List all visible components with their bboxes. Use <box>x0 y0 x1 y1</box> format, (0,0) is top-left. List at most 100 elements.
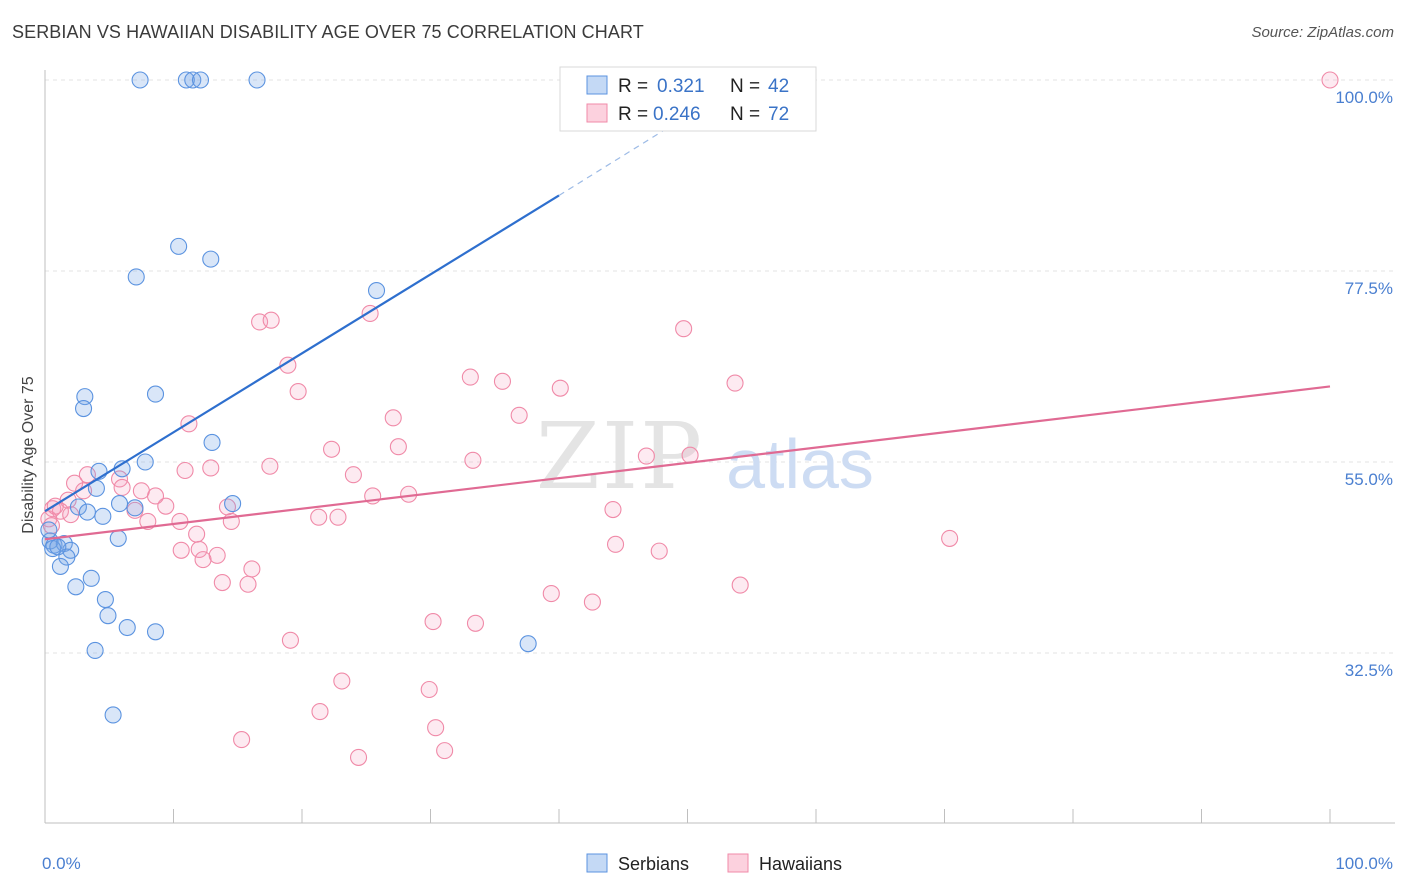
legend-n-value-hawaiians: 72 <box>768 104 789 125</box>
source-label: Source: ZipAtlas.com <box>1251 24 1394 41</box>
hawaiian-point-11 <box>384 409 402 427</box>
serbian-point-33 <box>96 590 114 609</box>
y-tick-label-0: 32.5% <box>1345 661 1393 680</box>
hawaiian-point-14 <box>323 440 341 458</box>
serbian-point-19 <box>126 499 144 517</box>
hawaiian-point-65 <box>436 742 454 760</box>
legend-r-value-serbians: 0.321 <box>657 76 705 97</box>
axes <box>44 70 1395 824</box>
hawaiian-point-30 <box>75 482 93 500</box>
hawaiian-point-34 <box>157 497 175 515</box>
serbian-point-39 <box>104 706 122 724</box>
serbian-point-11 <box>146 385 165 403</box>
watermark-zip: ZIP <box>536 403 704 510</box>
watermark-atlas: atlas <box>726 425 874 503</box>
hawaiian-point-53 <box>239 575 257 593</box>
legend: R = 0.321 N = 42 R = 0.246 N = 72 <box>559 66 817 132</box>
serbian-point-35 <box>118 618 136 637</box>
hawaiian-point-6 <box>461 368 479 386</box>
hawaiian-point-51 <box>243 560 261 578</box>
hawaiian-point-39 <box>171 512 189 530</box>
hawaiian-point-63 <box>233 731 251 749</box>
hawaiian-point-3 <box>262 311 280 329</box>
serbian-point-0 <box>131 71 149 89</box>
y-tick-label-2: 77.5% <box>1345 279 1393 298</box>
chart-title: SERBIAN VS HAWAIIAN DISABILITY AGE OVER … <box>12 22 644 42</box>
serbian-point-34 <box>99 607 117 625</box>
legend-swatch-serbians <box>586 75 608 95</box>
serbian-point-21 <box>78 503 96 521</box>
serbian-point-12 <box>203 433 221 452</box>
hawaiian-point-8 <box>551 379 569 397</box>
serbian-point-8 <box>367 281 386 300</box>
x-tick-label-1: 100.0% <box>1335 854 1393 873</box>
hawaiian-point-46 <box>650 542 668 560</box>
serbian-point-37 <box>86 641 104 660</box>
hawaiian-point-61 <box>311 703 329 721</box>
serbians-points <box>40 71 537 724</box>
legend-swatch-hawaiians <box>586 103 608 123</box>
serbian-point-30 <box>51 557 69 575</box>
serbian-point-31 <box>82 569 100 587</box>
hawaiian-point-16 <box>464 451 482 469</box>
hawaiian-point-21 <box>261 457 279 475</box>
serbian-point-20 <box>224 495 242 513</box>
hawaiian-point-43 <box>139 512 157 530</box>
serbian-point-29 <box>109 529 127 547</box>
hawaiian-point-10 <box>289 382 307 401</box>
hawaiian-point-52 <box>213 573 231 592</box>
hawaiian-point-41 <box>329 508 347 526</box>
hawaiian-point-20 <box>202 459 220 477</box>
hawaiian-point-9 <box>726 374 744 392</box>
hawaiian-point-66 <box>146 487 165 505</box>
hawaiian-point-55 <box>583 593 601 611</box>
hawaiian-point-58 <box>281 631 299 649</box>
hawaiian-point-26 <box>113 478 131 497</box>
serbian-point-3 <box>191 71 210 89</box>
bottom-legend: Serbians Hawaiians <box>586 853 842 874</box>
hawaiian-point-64 <box>349 748 368 766</box>
serbian-point-22 <box>94 507 112 525</box>
y-axis-title: Disability Age Over 75 <box>20 376 37 534</box>
hawaiian-point-54 <box>542 585 560 603</box>
bottom-legend-swatch-serbians <box>586 853 608 873</box>
tick-labels: 32.5% 55.0% 77.5% 100.0% 0.0% 100.0% <box>42 88 1393 873</box>
serbian-point-13 <box>136 453 154 471</box>
hawaiian-point-56 <box>731 576 749 594</box>
hawaiian-point-62 <box>427 719 445 737</box>
hawaiian-point-50 <box>194 551 212 569</box>
legend-n-label-serbians: N = <box>730 76 760 97</box>
serbian-point-7 <box>127 268 145 286</box>
hawaiian-point-24 <box>344 466 362 484</box>
hawaiian-point-60 <box>420 680 438 699</box>
hawaiian-point-17 <box>637 447 655 465</box>
serbian-point-32 <box>67 578 85 596</box>
legend-r-label-hawaiians: R = <box>618 104 648 125</box>
serbian-point-36 <box>146 623 165 641</box>
bottom-legend-swatch-hawaiians <box>727 853 749 873</box>
x-tick-label-0: 0.0% <box>42 854 81 873</box>
hawaiian-point-69 <box>466 614 485 632</box>
serbian-point-17 <box>69 498 87 516</box>
y-tick-label-3: 100.0% <box>1335 88 1393 107</box>
hawaiian-point-45 <box>606 535 625 553</box>
serbian-point-1 <box>177 71 195 89</box>
serbian-point-10 <box>75 399 93 418</box>
hawaiian-point-37 <box>604 500 622 519</box>
legend-r-label-serbians: R = <box>618 76 648 97</box>
legend-n-label-hawaiians: N = <box>730 104 760 125</box>
hawaiian-point-47 <box>172 541 190 559</box>
serbian-point-40 <box>40 521 58 539</box>
hawaiian-point-19 <box>176 461 194 480</box>
y-tick-label-1: 55.0% <box>1345 470 1393 489</box>
hawaiian-point-15 <box>389 438 407 456</box>
hawaiian-point-57 <box>424 613 442 631</box>
hawaiian-point-7 <box>493 372 512 390</box>
serbian-point-6 <box>202 250 220 268</box>
legend-r-value-hawaiians: 0.246 <box>653 104 701 125</box>
hawaiian-point-44 <box>941 529 959 547</box>
serbian-point-5 <box>170 237 188 255</box>
hawaiian-point-5 <box>279 356 297 374</box>
bottom-legend-serbians: Serbians <box>618 854 689 874</box>
